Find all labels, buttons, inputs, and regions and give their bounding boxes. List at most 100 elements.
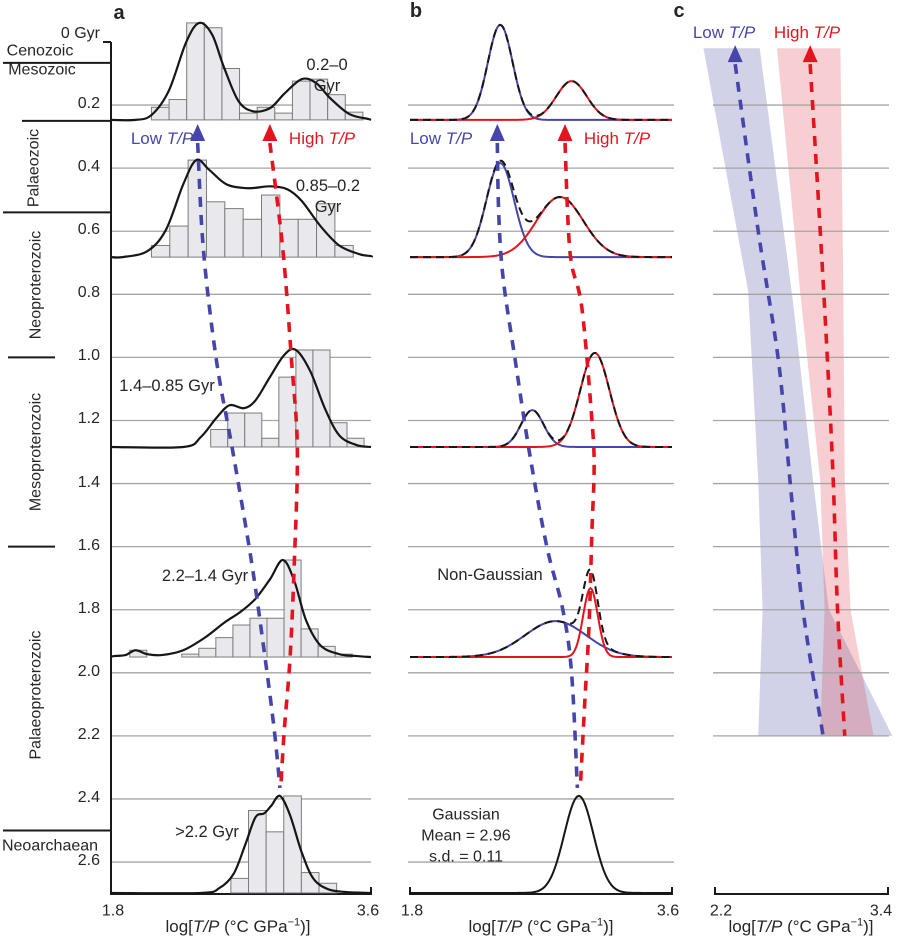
era-label-cenozoic: Cenozoic [6, 42, 74, 60]
time-tick-label: 2.0 [77, 662, 100, 680]
x-axis-c [714, 887, 889, 895]
low-tp-label-b: Low T/P [410, 129, 472, 149]
gaussian-stats-line3: s.d. = 0.11 [429, 848, 503, 866]
low-tp-text: Low [130, 128, 167, 148]
histogram-bar [181, 653, 200, 658]
panel-label-b: b [409, 0, 423, 22]
age-bin-label: Gyr [313, 77, 341, 96]
high-tp-label-b: High T/P [584, 129, 650, 149]
x-tick-c-min: 2.2 [709, 902, 733, 920]
low-tp-label-c: Low T/P [693, 23, 755, 43]
age-bin-label: 0.85–0.2 [295, 177, 361, 196]
era-label-palaeoproterozoic: Palaeoproterozoic [27, 630, 45, 760]
histogram-bar [316, 203, 336, 258]
density-curve [110, 158, 373, 259]
histogram-bar [169, 225, 189, 258]
age-bin-label: 0.2–0 [306, 56, 348, 75]
histogram-bar [317, 645, 336, 658]
high-tp-arrowhead-b [557, 124, 573, 142]
x-tick-b-min: 1.8 [400, 902, 424, 920]
time-tick-label: 2.2 [77, 725, 100, 743]
high-tp-trend-line-b [563, 142, 596, 789]
low-tp-trend-line-c [733, 63, 825, 737]
age-bin-label: >2.2 Gyr [175, 823, 239, 842]
time-tick-label: 1.8 [77, 599, 100, 617]
axis-title-text: (°C GPa [782, 917, 851, 937]
density-curve [110, 21, 372, 122]
age-bin-label: Gyr [314, 198, 342, 217]
density-curve [110, 558, 372, 659]
histogram-bar [300, 628, 319, 658]
low-tp-arrowhead-a [190, 124, 206, 142]
high-tp-label-a: High T/P [289, 129, 355, 149]
time-tick-label: 2.4 [77, 788, 100, 806]
axis-title-text: (°C GPa [522, 917, 591, 937]
histogram-bar [274, 112, 293, 121]
histogram-bar [265, 831, 285, 894]
era-label-palaeozoic: Palaeozoic [25, 129, 43, 208]
histogram-bar [283, 795, 302, 894]
axis-title-italic: T/P [755, 917, 783, 937]
x-tick-b-max: 3.6 [656, 902, 680, 920]
gaussian-sum-dashed [410, 159, 672, 259]
high-tp-italic: T/P [623, 128, 651, 148]
low-tp-text: Low [692, 22, 729, 42]
high-tp-text: High [288, 128, 329, 148]
axis-title-sup: −1 [850, 916, 864, 929]
era-label-neoproterozoic: Neoproterozoic [27, 230, 45, 340]
density-curve [110, 347, 372, 449]
trend-band-low [703, 48, 893, 736]
histogram-bar [291, 80, 311, 121]
gaussian-stats-line2: Mean = 2.96 [421, 827, 511, 845]
histogram-bar [242, 218, 263, 258]
time-tick-label: 1.2 [77, 410, 100, 428]
high-tp-arrowhead-a [262, 124, 278, 142]
histogram-bar [239, 112, 258, 121]
histogram-bar [230, 877, 250, 894]
high-tp-text: High [583, 128, 624, 148]
x-tick-a-min: 1.8 [101, 902, 125, 920]
high-tp-italic: T/P [328, 128, 356, 148]
time-tick-label: 2.6 [77, 852, 100, 870]
axis-title-italic: T/P [495, 917, 523, 937]
gaussian-sum-dashed [410, 351, 673, 448]
histogram-bar [244, 412, 263, 448]
gaussian-sum-dashed [410, 23, 672, 121]
histogram-bar [297, 218, 318, 258]
histogram-bar [205, 201, 226, 258]
high-tp-arrowhead-c [802, 45, 818, 63]
histogram-bar [278, 376, 297, 448]
histogram-bar [210, 429, 229, 448]
histogram-bar [224, 208, 244, 258]
time-axis-top-label: 0 Gyr [60, 25, 100, 42]
panel-label-a: a [113, 2, 125, 24]
era-label-mesoproterozoic: Mesoproterozoic [27, 392, 45, 512]
era-label-mesozoic: Mesozoic [8, 61, 76, 79]
axis-title-text: log[ [468, 917, 496, 937]
x-axis-title-b: log[T/P (°C GPa−1)] [468, 916, 613, 937]
axis-title-italic: T/P [192, 917, 220, 937]
low-tp-label-a: Low T/P [131, 129, 193, 149]
x-axis-a [110, 887, 372, 895]
histogram-bar [215, 637, 234, 658]
high-tp-trend-line-a [268, 142, 300, 789]
axis-title-sup: −1 [287, 916, 301, 929]
high-tp-text: High [773, 22, 814, 42]
time-tick-label: 0.2 [77, 95, 100, 113]
histogram-bar [266, 617, 285, 658]
histogram-bar [221, 67, 241, 121]
axis-title-sup: −1 [590, 916, 604, 929]
low-tp-arrowhead-c [727, 45, 743, 63]
gaussian-stats-line1: Gaussian [432, 806, 500, 824]
gaussian-sum-dashed [409, 568, 673, 659]
gaussian-stats-annotation: Gaussian Mean = 2.96 s.d. = 0.11 [421, 805, 510, 868]
low-tp-trend-line-a [195, 142, 282, 789]
histogram-bar [248, 809, 267, 894]
non-gaussian-annotation: Non-Gaussian [437, 566, 543, 585]
low-tp-text: Low [409, 128, 446, 148]
low-tp-trend-line-b [495, 142, 580, 789]
gaussian-component-low [409, 620, 673, 659]
x-axis-b [409, 887, 673, 895]
